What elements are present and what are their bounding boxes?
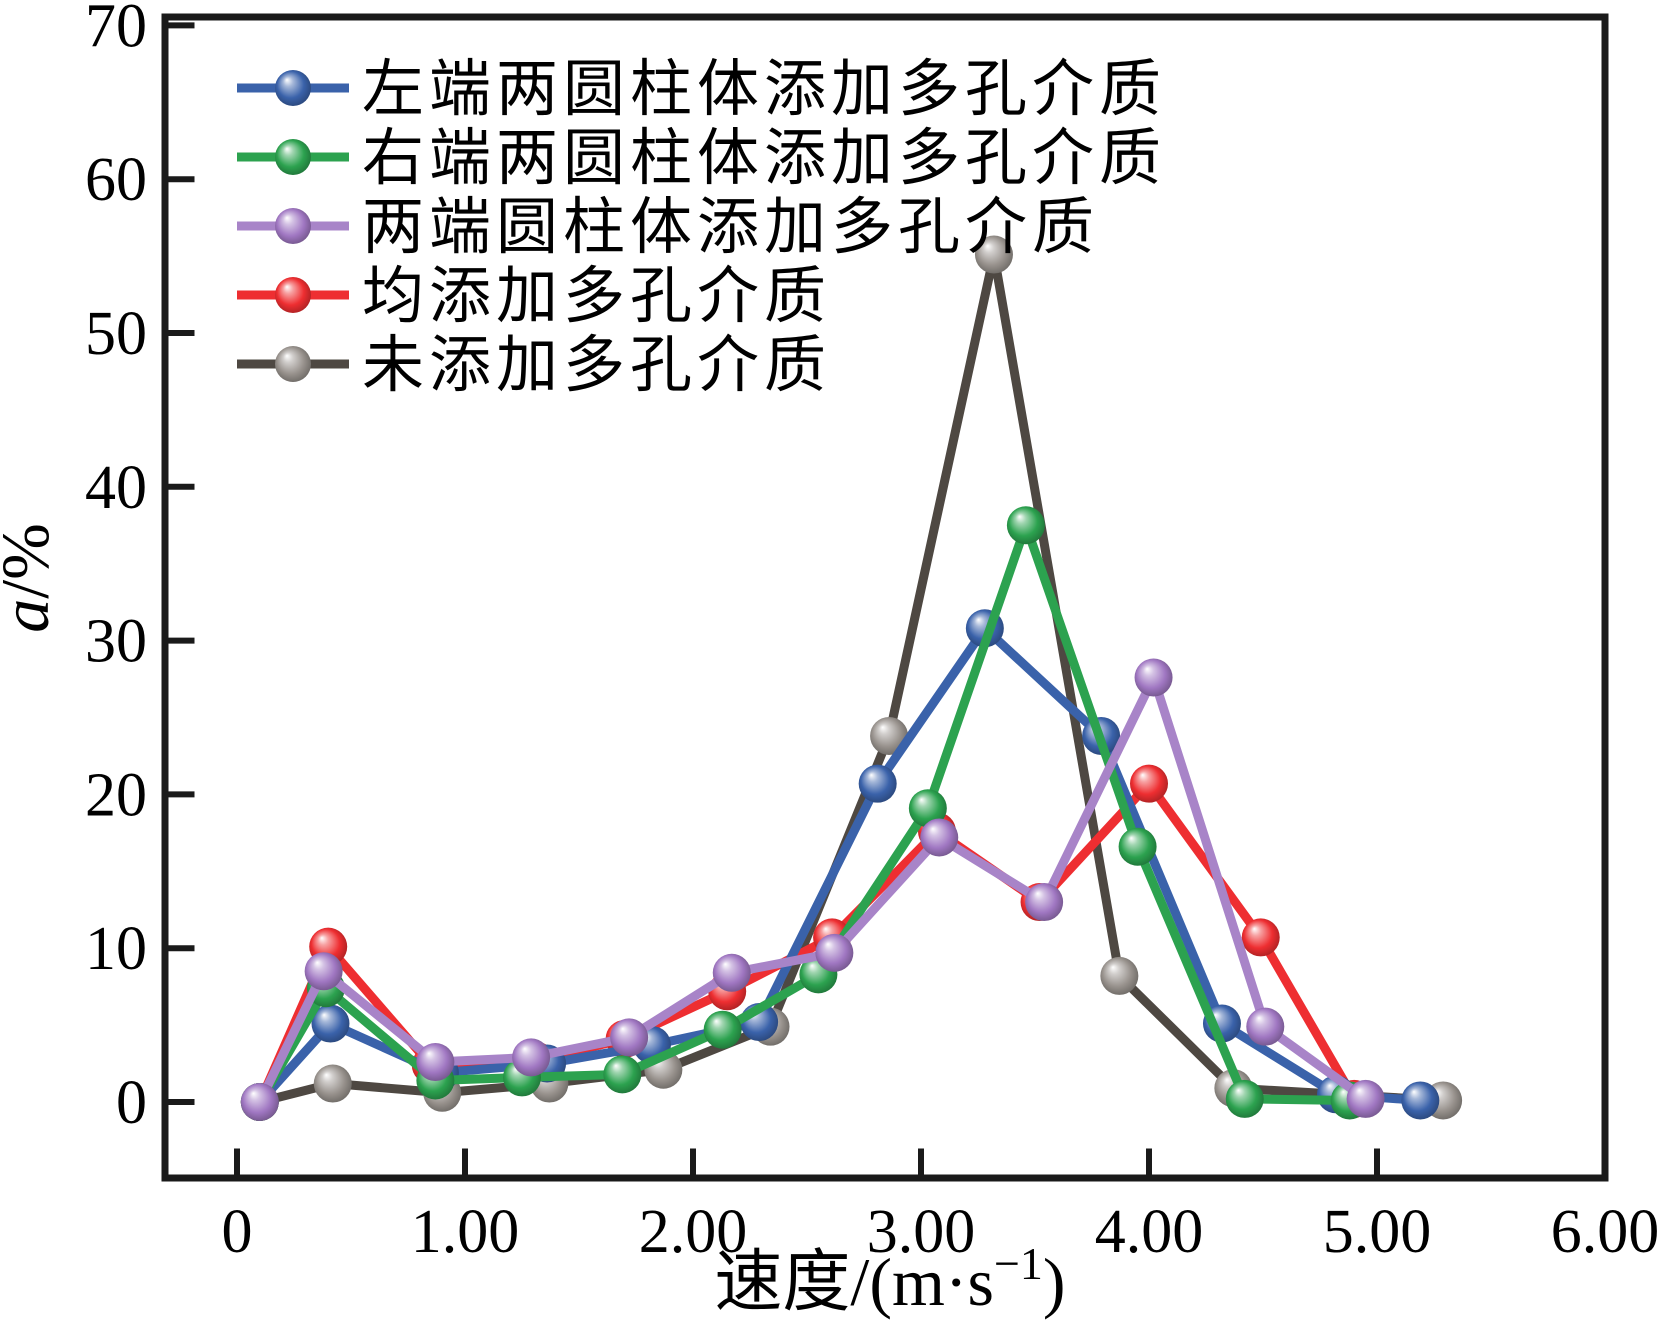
- x-tick-label: 0: [222, 1198, 253, 1266]
- data-point-series-0: [858, 764, 897, 803]
- y-tick-label: 20: [85, 761, 147, 829]
- x-tick-label: 5.00: [1323, 1198, 1432, 1266]
- data-point-series-1: [703, 1010, 742, 1049]
- legend-label-1: 右端两圆柱体添加多孔介质: [362, 125, 1166, 193]
- legend-label-0: 左端两圆柱体添加多孔介质: [362, 56, 1166, 124]
- data-point-series-4: [974, 235, 1013, 274]
- legend-marker-4: [275, 346, 311, 382]
- legend-marker-0: [275, 70, 311, 106]
- data-point-series-1: [1118, 827, 1157, 866]
- data-point-series-1: [1225, 1079, 1264, 1118]
- x-tick-label: 2.00: [639, 1198, 748, 1266]
- legend-label-3: 均添加多孔介质: [362, 263, 831, 331]
- data-point-series-0: [1401, 1081, 1440, 1120]
- x-axis-title: 速度/(m·s−1): [714, 1238, 1065, 1320]
- axes-layer: 0 1.00 2.00 3.00 4.00 5.00 6.00 0 10 20 30 40 50 60 70: [85, 0, 1657, 1266]
- data-point-series-3: [1130, 764, 1168, 803]
- y-tick-label: 70: [85, 0, 147, 60]
- data-point-series-2: [512, 1038, 551, 1077]
- plot-frame: [161, 13, 1609, 1182]
- y-tick-label: 0: [116, 1069, 147, 1137]
- data-point-series-1: [603, 1055, 642, 1094]
- data-point-series-2: [1025, 883, 1064, 922]
- legend-marker-2: [275, 208, 311, 244]
- y-tick-label: 30: [85, 608, 147, 676]
- data-point-series-2: [1134, 658, 1173, 697]
- data-point-series-0: [311, 1004, 350, 1043]
- series-line-0: [255, 623, 1425, 1107]
- data-point-series-1: [908, 789, 947, 828]
- x-tick-label: 6.00: [1551, 1198, 1657, 1266]
- x-tick-label: 1.00: [411, 1198, 520, 1266]
- data-point-series-4: [313, 1064, 352, 1103]
- data-point-series-2: [1246, 1007, 1285, 1046]
- legend-marker-3: [275, 277, 311, 313]
- data-point-series-2: [416, 1043, 455, 1082]
- series-line-2: [255, 673, 1371, 1107]
- data-point-series-2: [712, 953, 751, 992]
- y-tick-label: 50: [85, 300, 147, 368]
- data-point-series-2: [240, 1083, 279, 1121]
- y-tick-label: 60: [85, 146, 147, 214]
- x-tick-label: 3.00: [867, 1198, 976, 1266]
- legend-marker-1: [275, 139, 311, 175]
- y-tick-label: 40: [85, 454, 147, 522]
- data-point-series-2: [1346, 1079, 1385, 1118]
- series-line-1: [255, 520, 1355, 1107]
- data-point-series-1: [1006, 506, 1045, 545]
- legend-label-2: 两端圆柱体添加多孔介质: [362, 194, 1099, 262]
- x-tick-label: 4.00: [1095, 1198, 1204, 1266]
- y-tick-label: 10: [85, 915, 147, 983]
- data-point-series-2: [304, 952, 343, 991]
- y-axis-title: a/%: [0, 523, 63, 633]
- data-point-series-2: [815, 933, 854, 972]
- data-point-series-2: [920, 818, 959, 857]
- data-point-series-2: [610, 1018, 649, 1057]
- axis-titles: 速度/(m·s−1) a/%: [0, 523, 1066, 1320]
- legend-label-4: 未添加多孔介质: [362, 332, 831, 400]
- data-point-series-3: [1241, 918, 1280, 957]
- legend: 左端两圆柱体添加多孔介质右端两圆柱体添加多孔介质两端圆柱体添加多孔介质均添加多孔…: [237, 56, 1166, 400]
- series-layer: [240, 235, 1463, 1121]
- data-point-series-4: [1100, 956, 1139, 995]
